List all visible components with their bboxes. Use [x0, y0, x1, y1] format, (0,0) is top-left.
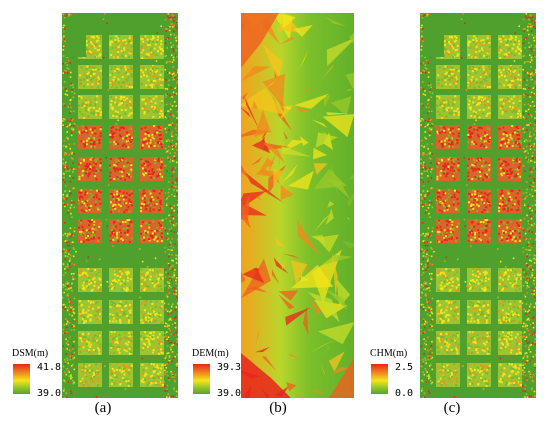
dsm-color-bar — [13, 364, 30, 394]
chm-legend-min: 0.0 — [395, 388, 414, 399]
chm-map-image — [420, 13, 536, 398]
dem-legend-max: 39.3 — [217, 362, 242, 373]
dem-color-bar — [193, 364, 210, 394]
chm-legend-max: 2.5 — [395, 362, 414, 373]
dsm-legend-max: 41.8 — [37, 362, 62, 373]
caption-a: (a) — [94, 400, 112, 416]
dsm-legend-min: 39.0 — [37, 388, 62, 399]
chm-color-bar — [371, 364, 388, 394]
caption-c: (c) — [443, 400, 461, 416]
dem-map-image — [241, 13, 354, 398]
dem-legend-min: 39.0 — [217, 388, 242, 399]
caption-b: (b) — [269, 400, 287, 416]
chm-legend-title: CHM(m) — [370, 348, 408, 359]
dem-legend-title: DEM(m) — [192, 348, 229, 359]
dsm-legend-title: DSM(m) — [12, 348, 49, 359]
dsm-map-image — [62, 13, 178, 398]
